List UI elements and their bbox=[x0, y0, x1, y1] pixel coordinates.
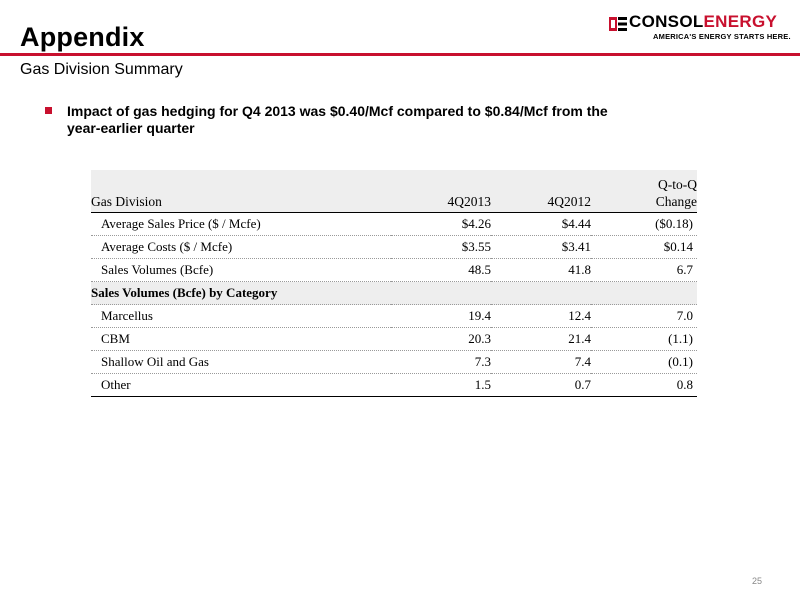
table-header-row: Gas Division 4Q2013 4Q2012 Q-to-Q Change bbox=[91, 170, 697, 213]
gas-division-table: Gas Division 4Q2013 4Q2012 Q-to-Q Change… bbox=[91, 170, 697, 397]
bullet-text: Impact of gas hedging for Q4 2013 was $0… bbox=[67, 103, 608, 136]
header-4q2013: 4Q2013 bbox=[391, 170, 491, 213]
cell-change: (0.1) bbox=[591, 350, 697, 374]
header-4q2012: 4Q2012 bbox=[491, 170, 591, 213]
cell-4q2012: 7.4 bbox=[491, 350, 591, 374]
cell-change: 6.7 bbox=[591, 258, 697, 282]
cell-4q2012: 21.4 bbox=[491, 327, 591, 351]
cell-change: 7.0 bbox=[591, 304, 697, 328]
header-change-line2: Change bbox=[655, 194, 697, 209]
table-row: Average Sales Price ($ / Mcfe) $4.26 $4.… bbox=[91, 212, 697, 236]
logo-mark-icon bbox=[609, 17, 627, 31]
logo-name: CONSOLENERGY bbox=[629, 12, 777, 32]
cell-change: $0.14 bbox=[591, 235, 697, 259]
cell-4q2013: 20.3 bbox=[391, 327, 491, 351]
cell-4q2013: $4.26 bbox=[391, 212, 491, 236]
row-label: Average Sales Price ($ / Mcfe) bbox=[91, 212, 391, 236]
cell-change: 0.8 bbox=[591, 373, 697, 397]
table-section-row: Sales Volumes (Bcfe) by Category bbox=[91, 281, 697, 305]
cell-4q2012: 41.8 bbox=[491, 258, 591, 282]
cell-4q2013: 1.5 bbox=[391, 373, 491, 397]
table-row: Sales Volumes (Bcfe) 48.5 41.8 6.7 bbox=[91, 258, 697, 282]
row-label: CBM bbox=[91, 327, 391, 351]
cell-4q2012: $3.41 bbox=[491, 235, 591, 259]
page-subtitle: Gas Division Summary bbox=[20, 61, 183, 78]
table-row: Average Costs ($ / Mcfe) $3.55 $3.41 $0.… bbox=[91, 235, 697, 259]
cell-4q2012: 0.7 bbox=[491, 373, 591, 397]
table-row: Marcellus 19.4 12.4 7.0 bbox=[91, 304, 697, 328]
title-divider bbox=[0, 53, 800, 56]
cell-change: (1.1) bbox=[591, 327, 697, 351]
table-row: Other 1.5 0.7 0.8 bbox=[91, 373, 697, 397]
logo-tagline: AMERICA'S ENERGY STARTS HERE. bbox=[653, 32, 791, 41]
company-logo: CONSOLENERGY AMERICA'S ENERGY STARTS HER… bbox=[609, 12, 795, 42]
bullet-square-icon bbox=[45, 107, 52, 114]
cell-change: ($0.18) bbox=[591, 212, 697, 236]
cell-4q2013: 7.3 bbox=[391, 350, 491, 374]
cell-4q2012: 12.4 bbox=[491, 304, 591, 328]
header-change-line1: Q-to-Q bbox=[658, 177, 697, 192]
section-title: Sales Volumes (Bcfe) by Category bbox=[91, 281, 697, 305]
cell-4q2013: 48.5 bbox=[391, 258, 491, 282]
table-row: CBM 20.3 21.4 (1.1) bbox=[91, 327, 697, 351]
table-row: Shallow Oil and Gas 7.3 7.4 (0.1) bbox=[91, 350, 697, 374]
row-label: Other bbox=[91, 373, 391, 397]
row-label: Average Costs ($ / Mcfe) bbox=[91, 235, 391, 259]
logo-name-consol: CONSOL bbox=[629, 12, 704, 31]
cell-4q2013: $3.55 bbox=[391, 235, 491, 259]
page-number: 25 bbox=[751, 576, 762, 586]
cell-4q2013: 19.4 bbox=[391, 304, 491, 328]
row-label: Shallow Oil and Gas bbox=[91, 350, 391, 374]
logo-name-energy: ENERGY bbox=[703, 12, 778, 31]
row-label: Marcellus bbox=[91, 304, 391, 328]
header-change: Q-to-Q Change bbox=[591, 170, 697, 213]
cell-4q2012: $4.44 bbox=[491, 212, 591, 236]
header-gas-division: Gas Division bbox=[91, 170, 391, 213]
row-label: Sales Volumes (Bcfe) bbox=[91, 258, 391, 282]
page-title: Appendix bbox=[20, 22, 145, 52]
